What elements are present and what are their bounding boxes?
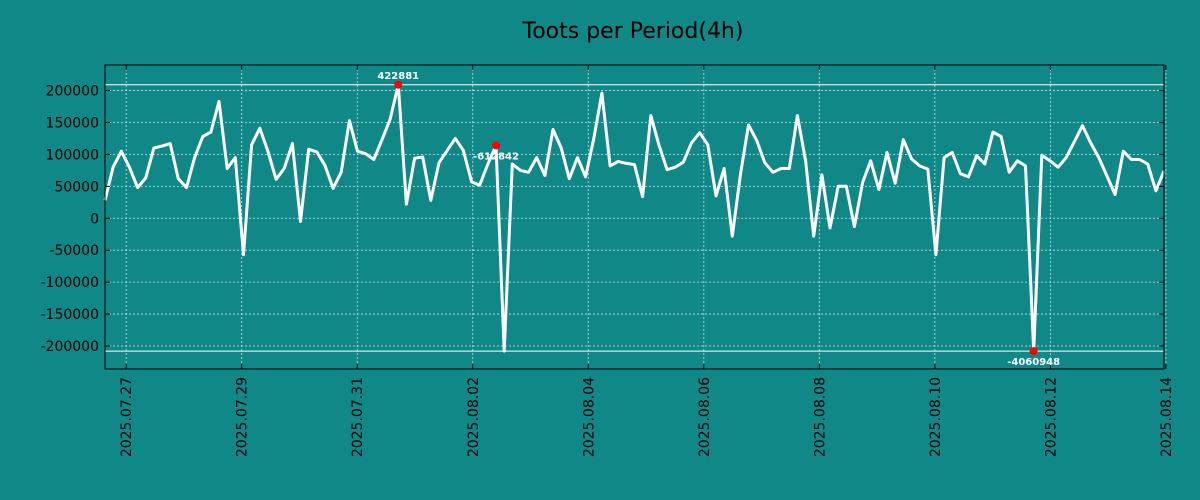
x-tick-label-4: 2025.08.04: [581, 377, 597, 457]
series-line: [103, 83, 1166, 353]
y-tick-label-0: 200000: [46, 84, 99, 100]
y-tick-label-3: 50000: [54, 179, 99, 195]
x-tick-label-0: 2025.07.27: [119, 377, 135, 457]
y-tick-label-8: -200000: [41, 339, 100, 355]
x-axis-tick-labels: 2025.07.27 2025.07.29 2025.07.31 2025.08.02…: [119, 377, 1175, 457]
peak-markers: [394, 80, 1038, 356]
x-tick-label-6: 2025.08.08: [812, 377, 828, 457]
peak-label-2: -4060948: [1007, 357, 1060, 368]
y-tick-label-4: 0: [90, 211, 99, 227]
x-tick-label-5: 2025.08.06: [697, 377, 713, 457]
x-tick-label-9: 2025.08.14: [1159, 377, 1175, 457]
x-tick-label-2: 2025.07.31: [350, 377, 366, 457]
peak-annotations: 422881 -612842 -4060948: [377, 71, 1060, 368]
y-tick-label-2: 100000: [46, 147, 99, 163]
x-tick-label-1: 2025.07.29: [235, 377, 251, 457]
y-tick-label-1: 150000: [46, 115, 99, 131]
grid-lines: [105, 65, 1167, 369]
y-axis-tick-labels: 200000 150000 100000 50000 0 -50000 -100000 -15…: [41, 84, 100, 355]
x-tick-label-8: 2025.08.12: [1043, 377, 1059, 457]
x-tick-label-7: 2025.08.10: [928, 377, 944, 457]
peak-marker-2: [1029, 347, 1038, 356]
plot-frame: [104, 64, 1165, 370]
peak-label-1: -612842: [473, 151, 519, 162]
series-layer: [103, 83, 1166, 353]
peak-marker-0: [394, 80, 403, 89]
y-tick-label-7: -150000: [41, 307, 100, 323]
x-tick-label-3: 2025.08.02: [466, 377, 482, 457]
peak-label-0: 422881: [377, 71, 419, 82]
axis-ticks: [105, 65, 1167, 369]
y-tick-label-5: -50000: [49, 243, 99, 259]
reference-lines: [105, 84, 1164, 352]
peak-marker-1: [492, 141, 501, 150]
y-tick-label-6: -100000: [41, 275, 100, 291]
chart-title: Toots per Period(4h): [522, 19, 744, 44]
